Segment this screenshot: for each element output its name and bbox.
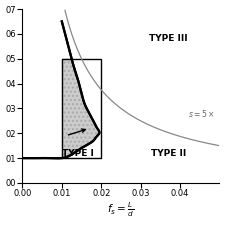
Text: $s=5\times$: $s=5\times$ [188,108,215,119]
Text: TYPE II: TYPE II [151,149,186,158]
Text: TYPE III: TYPE III [149,34,187,43]
Bar [62,59,101,158]
X-axis label: $f_s = \frac{L}{d}$: $f_s = \frac{L}{d}$ [107,201,135,219]
Text: TYPE I: TYPE I [62,149,94,158]
